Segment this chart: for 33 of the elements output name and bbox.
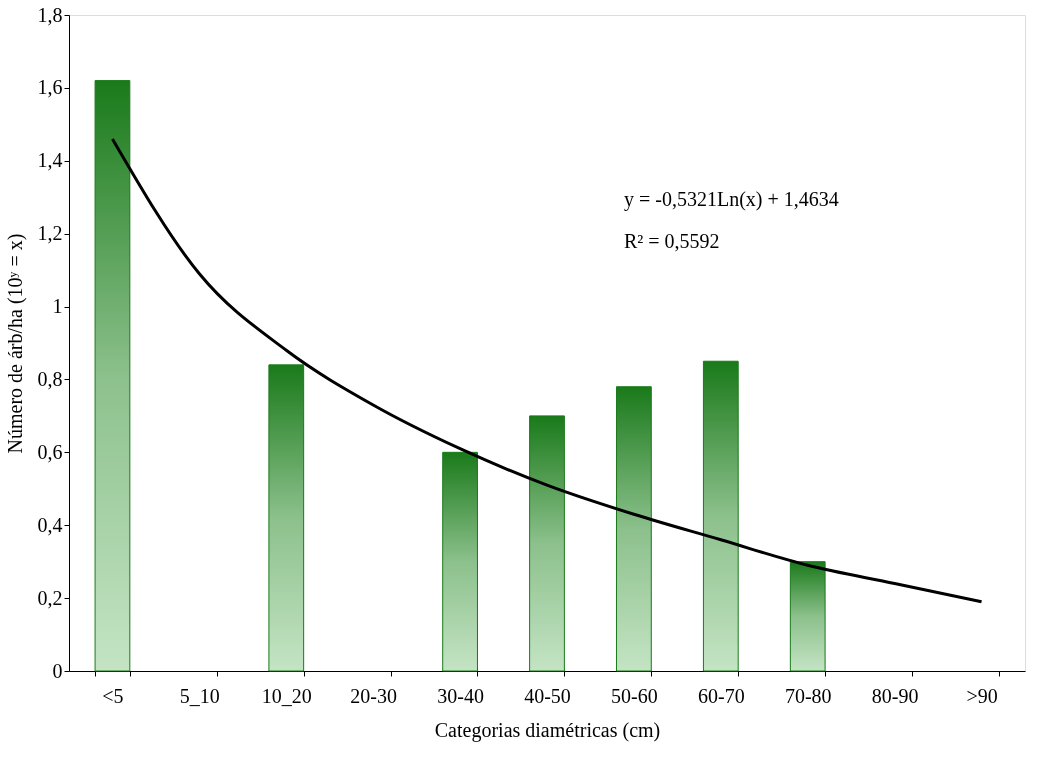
y-tick-label: 1,4 xyxy=(37,149,63,172)
y-tick-label: 1 xyxy=(52,295,63,318)
bar xyxy=(616,386,652,672)
y-axis-title: Número de árb/ha (10ʸ = x) xyxy=(3,233,27,454)
x-tick-label: 10_20 xyxy=(261,684,312,707)
y-tick-label: 1,8 xyxy=(37,3,63,26)
bar xyxy=(529,415,565,672)
bar xyxy=(442,451,478,672)
x-tick-label: 40-50 xyxy=(524,684,571,707)
y-tick-label: 1,6 xyxy=(37,76,63,99)
bar xyxy=(789,561,826,672)
x-tick-label: <5 xyxy=(102,684,124,707)
y-tick-label: 0,8 xyxy=(37,367,63,390)
x-tick-label: 80-90 xyxy=(871,684,919,707)
line-series xyxy=(110,137,984,604)
x-tick-label: >90 xyxy=(966,684,998,707)
y-tick-label: 0 xyxy=(52,659,63,682)
annotation: R² = 0,5592 xyxy=(624,230,720,252)
x-tick-label: 50-60 xyxy=(611,684,658,707)
bar xyxy=(268,364,305,672)
y-tick-label: 0,4 xyxy=(37,513,63,536)
x-tick-label: 20-30 xyxy=(350,684,398,707)
x-tick-label: 5_10 xyxy=(179,684,220,707)
x-tick-label: 70-80 xyxy=(784,684,832,707)
y-tick-label: 0,2 xyxy=(37,586,63,609)
y-tick-label: 0,6 xyxy=(37,440,63,463)
bar xyxy=(702,360,739,672)
x-tick-label: 30-40 xyxy=(437,684,484,707)
x-tick-label: 60-70 xyxy=(697,684,745,707)
bar xyxy=(94,80,131,672)
annotation: y = -0,5321Ln(x) + 1,4634 xyxy=(624,188,839,211)
x-axis-title: Categorias diamétricas (cm) xyxy=(434,718,661,742)
y-tick-label: 1,2 xyxy=(37,222,63,245)
